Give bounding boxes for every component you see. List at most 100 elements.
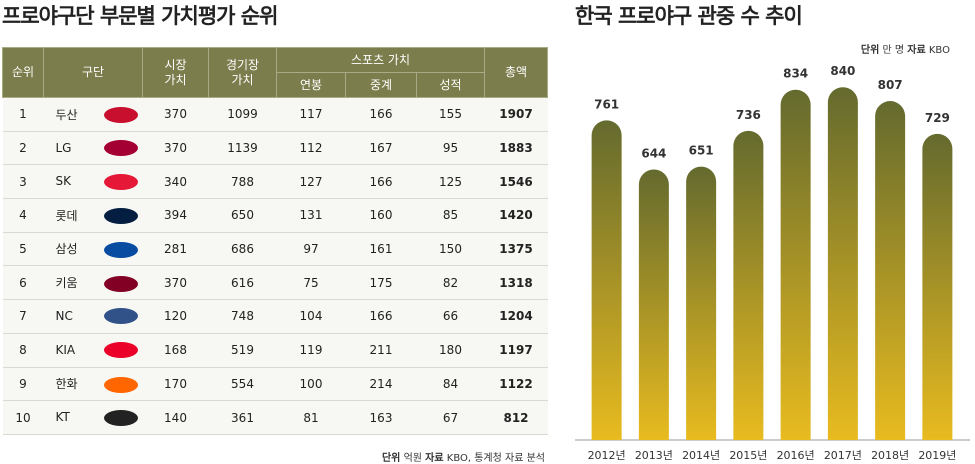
cell: 214: [345, 367, 417, 402]
subheader: 성적: [416, 72, 485, 98]
cell: 370: [142, 265, 209, 301]
cell: 131: [276, 198, 346, 233]
cell: 1: [2, 97, 44, 132]
value-label: 651: [689, 144, 714, 158]
cell: 119: [276, 333, 346, 368]
cell: 748: [208, 299, 277, 334]
bar: [780, 89, 811, 441]
cell: 616: [208, 265, 277, 301]
cell: 95: [416, 131, 485, 166]
cell: 166: [345, 97, 417, 132]
team-name: 롯데: [55, 208, 78, 223]
cell: 170: [142, 367, 209, 402]
cell: 161: [345, 232, 417, 267]
value-label: 807: [878, 78, 903, 92]
cell: 1099: [208, 97, 277, 132]
cell: 1907: [484, 97, 548, 132]
cell: 키움: [43, 265, 143, 301]
value-label: 644: [641, 147, 666, 161]
cell: 97: [276, 232, 346, 267]
cell: 104: [276, 299, 346, 334]
cell: 1318: [484, 265, 548, 301]
table-row: 2 LG 370 1139 112 167 95 1883: [2, 131, 548, 166]
cell: 163: [345, 400, 417, 435]
cell: 117: [276, 97, 346, 132]
cell: 1204: [484, 299, 548, 334]
cell: 3: [2, 164, 44, 200]
cell: 650: [208, 198, 277, 233]
header: 경기장 가치: [208, 47, 277, 98]
cell: 211: [345, 333, 417, 368]
x-tick-label: 2013년: [635, 449, 673, 462]
team-logo: [103, 342, 138, 359]
team-logo: [103, 241, 138, 258]
chart-note: 단위 만 명 자료 KBO: [861, 41, 950, 56]
cell: 340: [142, 164, 209, 200]
team-logo: [103, 409, 138, 426]
cell: 127: [276, 164, 346, 200]
cell: 1197: [484, 333, 548, 368]
value-label: 729: [925, 111, 950, 125]
table-title: 프로야구단 부문별 가치평가 순위: [2, 4, 278, 28]
note-label: 자료: [907, 45, 926, 56]
team-logo: [103, 308, 138, 325]
header: 스포츠 가치: [276, 47, 485, 73]
cell: LG: [43, 131, 143, 166]
cell: 롯데: [43, 198, 143, 233]
team-name: NC: [55, 308, 73, 323]
team-name: SK: [55, 174, 72, 189]
x-tick-label: 2018년: [871, 449, 909, 462]
table-row: 7 NC 120 748 104 166 66 1204: [2, 299, 548, 334]
team-logo: [103, 208, 138, 225]
x-tick-label: 2015년: [729, 449, 767, 462]
x-tick-label: 2017년: [824, 449, 862, 462]
bar: [875, 101, 906, 441]
cell: 한화: [43, 367, 143, 402]
cell: 519: [208, 333, 277, 368]
team-name: 한화: [55, 377, 78, 392]
cell: 168: [142, 333, 209, 368]
cell: 1883: [484, 131, 548, 166]
cell: 112: [276, 131, 346, 166]
note-label: 단위: [381, 453, 401, 464]
table-row: 3 SK 340 788 127 166 125 1546: [2, 164, 548, 200]
cell: KIA: [43, 333, 143, 368]
header: 순위: [2, 47, 44, 98]
note-label: 단위: [860, 45, 880, 56]
team-name: KIA: [55, 342, 76, 357]
team-logo: [103, 107, 138, 124]
cell: 5: [2, 232, 44, 267]
cell: 554: [208, 367, 277, 402]
cell: 788: [208, 164, 277, 200]
note-text: KBO, 통계청 자료 분석: [446, 453, 545, 464]
x-tick-label: 2014년: [682, 449, 720, 462]
bar: [922, 133, 953, 440]
cell: 삼성: [43, 232, 143, 267]
note-text: 억원: [403, 453, 422, 464]
cell: 1546: [484, 164, 548, 200]
bar: [827, 87, 858, 440]
note-label: 자료: [425, 453, 444, 464]
subheader: 연봉: [276, 72, 346, 98]
cell: 두산: [43, 97, 143, 132]
table-body: 1 두산 370 1099 117 166 155 1907 2 LG 370 1139 112 167 9…: [2, 97, 548, 435]
cell: 8: [2, 333, 44, 368]
cell: 81: [276, 400, 346, 435]
cell: 166: [345, 299, 417, 334]
cell: NC: [43, 299, 143, 334]
team-name: 삼성: [55, 242, 78, 257]
table-row: 6 키움 370 616 75 175 82 1318: [2, 265, 548, 301]
table-row: 4 롯데 394 650 131 160 85 1420: [2, 198, 548, 233]
team-name: LG: [55, 140, 72, 155]
cell: 175: [345, 265, 417, 301]
cell: 2: [2, 131, 44, 166]
cell: 1420: [484, 198, 548, 233]
cell: 125: [416, 164, 485, 200]
cell: 4: [2, 198, 44, 233]
cell: 166: [345, 164, 417, 200]
cell: 361: [208, 400, 277, 435]
cell: 1122: [484, 367, 548, 402]
table-row: 9 한화 170 554 100 214 84 1122: [2, 367, 548, 402]
cell: 100: [276, 367, 346, 402]
